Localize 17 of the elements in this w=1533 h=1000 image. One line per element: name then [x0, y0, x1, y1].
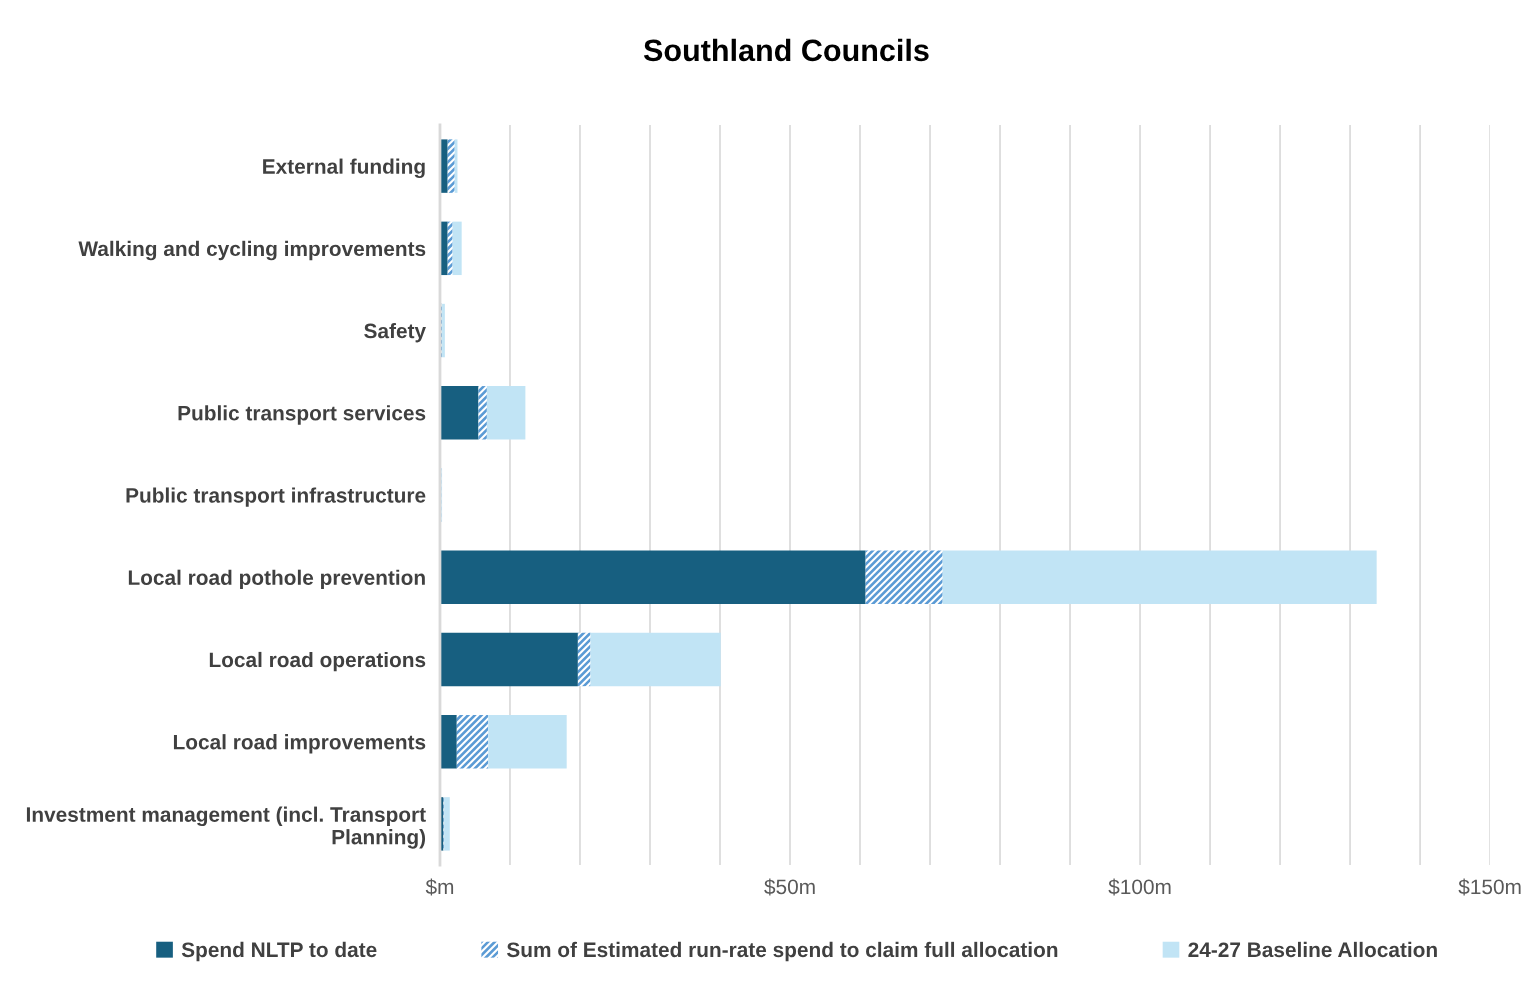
- y-tick-label: Local road operations: [209, 651, 426, 672]
- chart-title: Southland Councils: [643, 38, 929, 62]
- y-tick-label: Investment management (incl. Transport Planning): [26, 806, 426, 849]
- x-tick-label: $50m: [764, 878, 815, 896]
- y-tick-label: Public transport infrastructure: [126, 487, 426, 507]
- legend-label: Sum of Estimated run-rate spend to claim full allocation: [506, 941, 1058, 962]
- y-tick-label: Local road pothole prevention: [128, 569, 425, 590]
- y-tick-label: External funding: [263, 158, 425, 179]
- y-tick-label: Safety: [364, 323, 426, 343]
- y-tick-label: Walking and cycling improvements: [78, 240, 426, 261]
- x-tick-label: $m: [425, 878, 454, 896]
- x-tick-label: $100m: [1108, 878, 1171, 896]
- legend-label: 24-27 Baseline Allocation: [1188, 941, 1437, 958]
- y-tick-label: Public transport services: [178, 405, 426, 425]
- x-tick-label: $150m: [1458, 878, 1521, 896]
- y-tick-label: Local road improvements: [173, 734, 426, 754]
- legend-label: Spend NLTP to date: [181, 941, 377, 962]
